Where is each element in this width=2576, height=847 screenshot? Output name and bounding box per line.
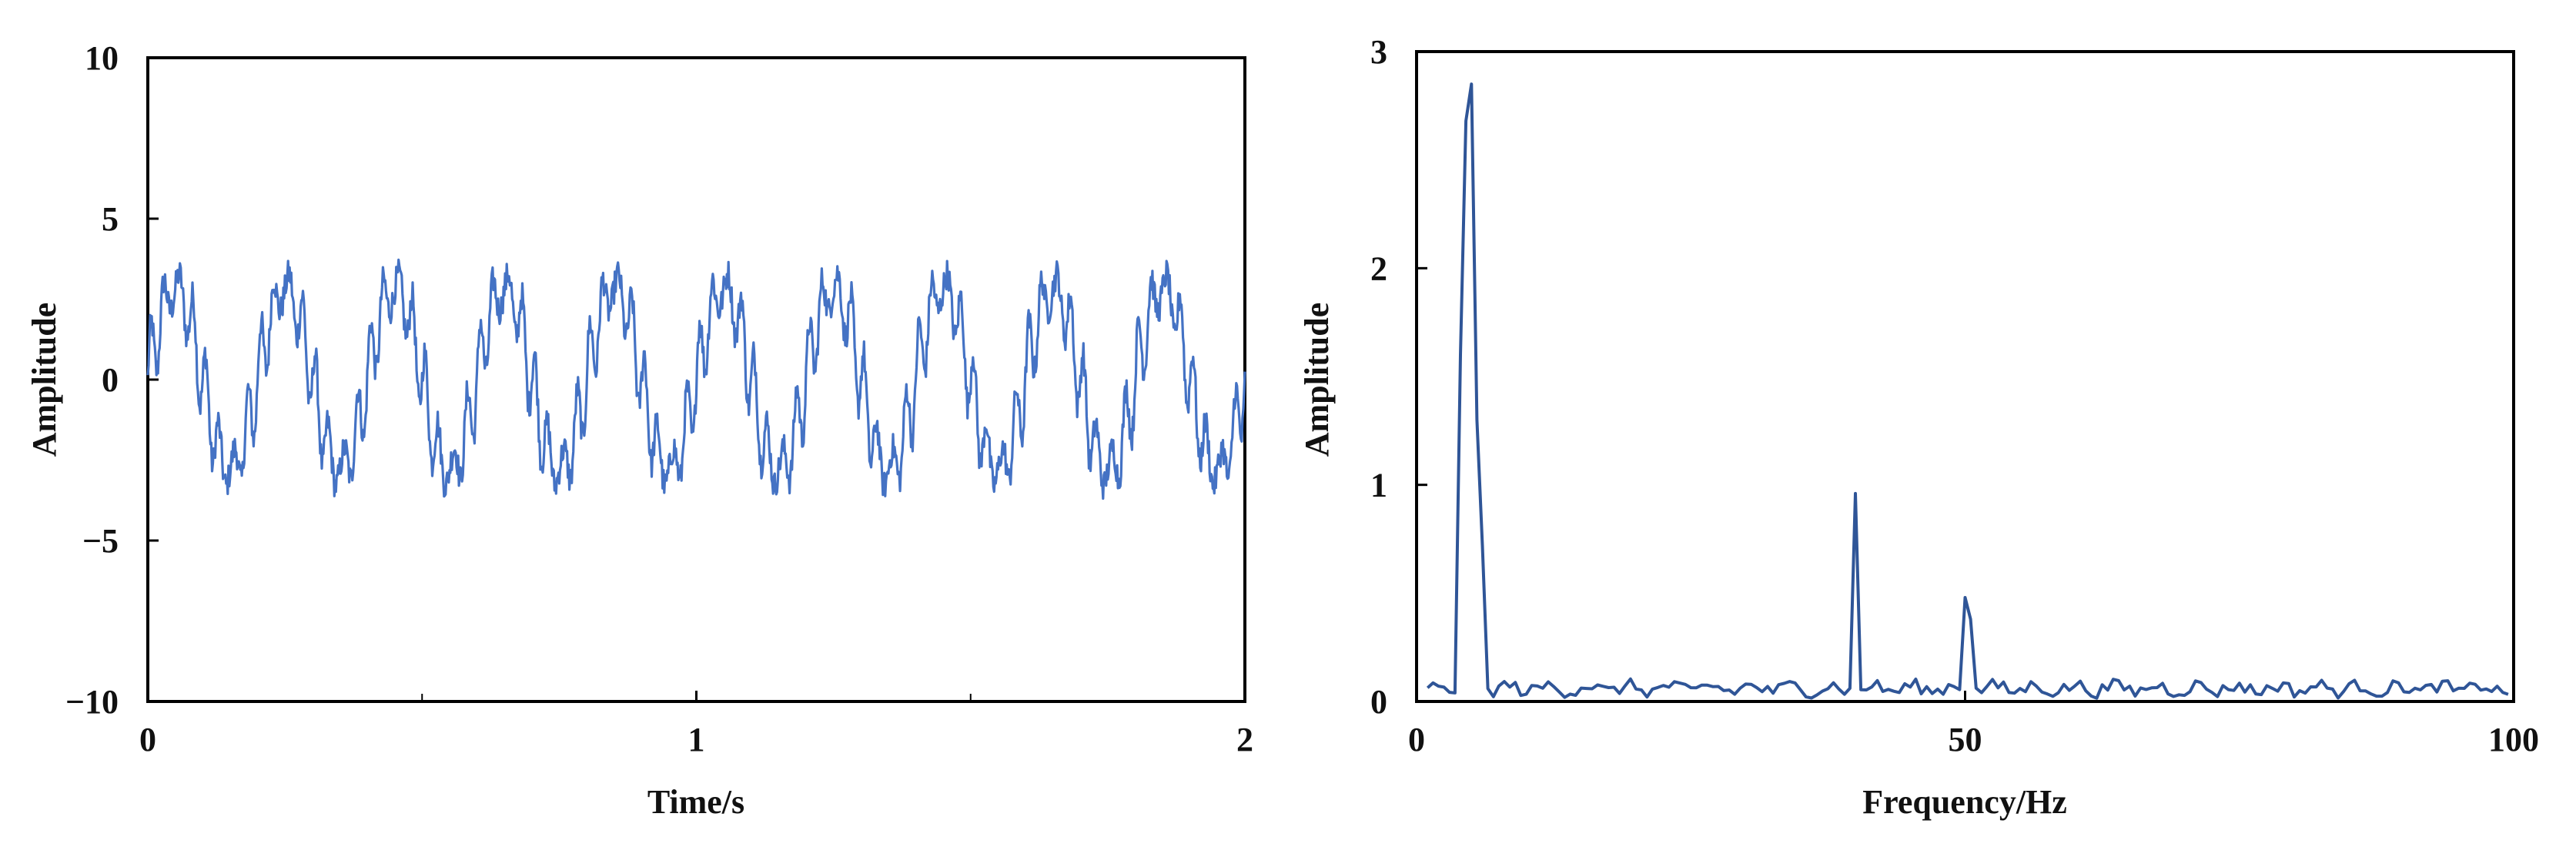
y-tick-label: 0 — [1370, 683, 1387, 721]
x-axis-title: Frequency/Hz — [1862, 783, 2067, 821]
x-tick-label: 1 — [688, 721, 705, 758]
y-tick-label: 10 — [85, 39, 119, 77]
y-tick-label: −5 — [82, 522, 119, 560]
spectrum-line — [1426, 82, 2509, 700]
y-tick-label: 5 — [102, 200, 119, 238]
frequency-domain-chart: 0 50 100 0 1 2 3 Frequency/Hz Amplitude — [1298, 33, 2539, 821]
x-tick-label: 0 — [139, 721, 156, 758]
tick-group: 0 1 2 −10 −5 0 5 10 — [65, 39, 1253, 758]
x-axis-title: Time/s — [647, 783, 744, 821]
y-tick-label: 2 — [1370, 249, 1387, 287]
time-domain-chart: 0 1 2 −10 −5 0 5 10 Time/s Amplitude — [25, 39, 1253, 821]
y-axis-title: Amplitude — [25, 303, 63, 457]
series-group — [1426, 82, 2509, 700]
y-tick-label: −10 — [65, 683, 119, 721]
x-tick-label: 50 — [1949, 721, 1982, 758]
x-tick-label: 0 — [1408, 721, 1425, 758]
y-tick-label: 1 — [1370, 467, 1387, 504]
x-tick-label: 2 — [1236, 721, 1253, 758]
y-tick-label: 3 — [1370, 33, 1387, 71]
signal-line — [146, 258, 1246, 500]
y-tick-label: 0 — [102, 361, 119, 399]
tick-group: 0 50 100 0 1 2 3 — [1370, 33, 2539, 758]
series-group — [146, 258, 1246, 500]
y-axis-title: Amplitude — [1298, 303, 1336, 457]
x-tick-label: 100 — [2488, 721, 2539, 758]
